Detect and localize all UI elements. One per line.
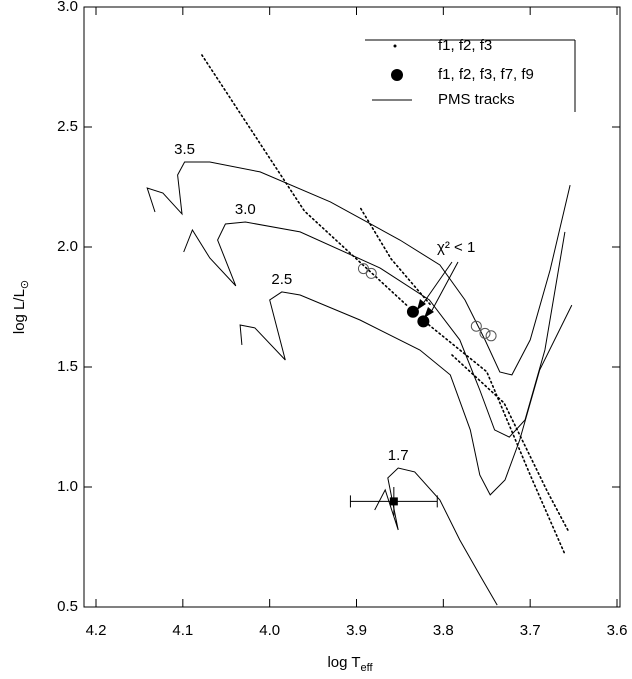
pms-track — [146, 161, 571, 376]
dotted-series — [201, 54, 570, 555]
open-circle — [470, 320, 482, 332]
x-label-main: log T — [327, 654, 360, 671]
track-label: 1.7 — [388, 447, 409, 464]
track-label: 2.5 — [271, 271, 292, 288]
x-label-sub: eff — [361, 662, 374, 674]
legend-label: f1, f2, f3, f7, f9 — [438, 66, 534, 83]
y-tick-label: 0.5 — [57, 598, 78, 615]
legend-swatch — [391, 69, 403, 81]
plot-frame — [83, 6, 621, 608]
big-point — [417, 315, 430, 328]
legend-label: f1, f2, f3 — [438, 37, 492, 54]
legend-swatch — [393, 44, 397, 48]
x-tick-label: 4.2 — [86, 622, 107, 639]
track-label: 3.0 — [235, 201, 256, 218]
y-tick-label: 2.5 — [57, 118, 78, 135]
open-circle — [479, 327, 491, 339]
open-circle — [485, 330, 497, 342]
annotation: χ² < 1 — [437, 239, 475, 256]
y-label-sub: ⊙ — [19, 280, 31, 289]
pms-track — [239, 291, 573, 496]
pms-track — [374, 467, 498, 606]
x-tick-label: 3.9 — [346, 622, 367, 639]
x-tick-label: 3.7 — [520, 622, 541, 639]
y-axis-label: log L/L⊙ — [11, 280, 31, 334]
x-tick-label: 4.0 — [259, 622, 280, 639]
annotation-arrow — [421, 261, 453, 306]
y-tick-label: 1.0 — [57, 478, 78, 495]
pms-track — [183, 221, 566, 438]
x-tick-label: 3.8 — [433, 622, 454, 639]
x-tick-label: 3.6 — [607, 622, 628, 639]
arrow-head — [417, 299, 434, 318]
observed-point — [389, 497, 398, 506]
y-label-main: log L/L — [11, 289, 28, 334]
big-point — [406, 305, 419, 318]
y-tick-label: 3.0 — [57, 0, 78, 15]
track-label: 3.5 — [174, 141, 195, 158]
open-circle — [357, 263, 369, 275]
y-tick-label: 1.5 — [57, 358, 78, 375]
x-axis-label: log Teff — [327, 654, 373, 674]
annotation-arrow — [429, 261, 459, 315]
open-circle — [365, 267, 377, 279]
y-tick-label: 2.0 — [57, 238, 78, 255]
legend-label: PMS tracks — [438, 91, 515, 108]
x-tick-label: 4.1 — [172, 622, 193, 639]
